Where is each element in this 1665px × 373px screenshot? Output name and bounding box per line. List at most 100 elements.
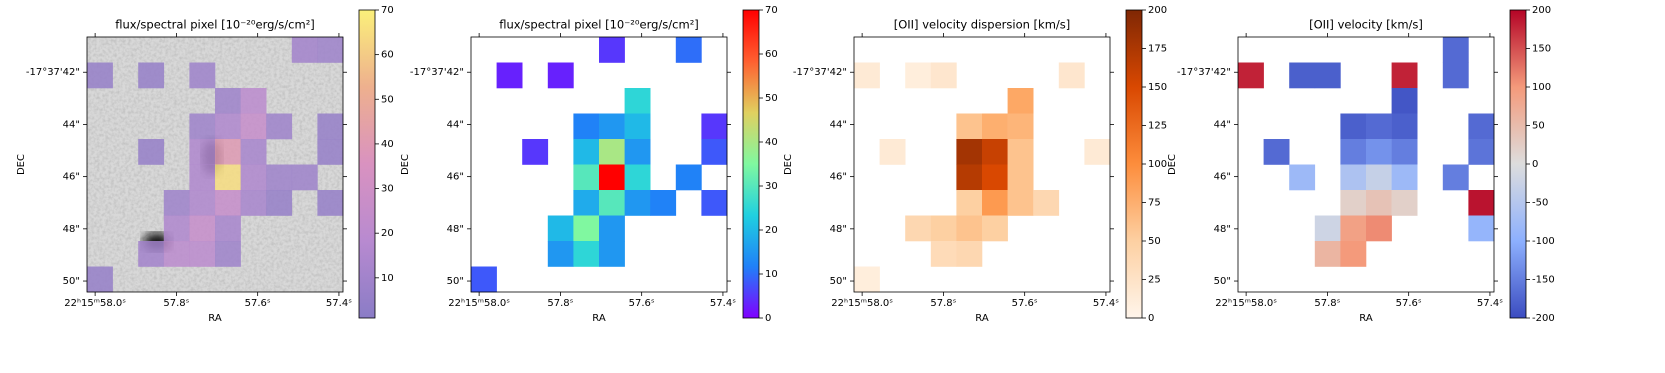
pixel [1391,88,1418,114]
pixel [599,113,625,140]
pixel [240,164,267,191]
pixel [547,215,574,242]
pixel [1314,241,1341,267]
pixel [956,139,983,165]
x-tick-label: 22ʰ15ᵐ58.0ˢ [64,298,126,309]
pixel [1033,190,1060,216]
x-axis-label: RA [975,313,989,324]
colorbar-tick-label: 40 [381,139,394,150]
pixel [317,139,344,165]
pixel [1468,215,1495,242]
pixel [624,164,651,191]
x-tick-label: 57.6ˢ [245,298,271,309]
x-tick-label: 22ʰ15ᵐ58.0ˢ [1215,298,1277,309]
pixel [496,62,523,89]
pixel [879,139,906,165]
pixel [599,139,625,165]
pixel [1366,113,1392,140]
pixel [1007,88,1034,114]
colorbar-tick-label: 50 [381,94,394,105]
colorbar-tick-label: 50 [765,93,778,104]
pixel [1468,113,1495,140]
y-tick-label: 46" [447,172,464,183]
pixel [1391,190,1418,216]
x-tick-label: 57.4ˢ [710,298,736,309]
x-tick-label: 22ʰ15ᵐ58.0ˢ [831,298,893,309]
pixel [1468,190,1495,216]
pixel [163,215,190,242]
pixel [1340,215,1367,242]
pixel [215,139,241,165]
colorbar-tick-label: 10 [765,269,778,280]
pixel [930,62,957,89]
pixel [189,190,216,216]
pixel [547,241,574,267]
pixel [956,113,983,140]
pixel [982,139,1008,165]
pixel [1084,139,1111,165]
pixel [215,88,241,114]
colorbar-tick-label: 70 [765,5,778,16]
x-tick-label: 57.8ˢ [930,298,956,309]
colorbar-tick-label: 200 [1532,5,1551,16]
pixel [1314,62,1341,89]
colorbar-tick-label: 10 [381,273,394,284]
pixel [701,190,728,216]
pixel [1263,139,1290,165]
pixel [266,113,293,140]
pixel [189,164,216,191]
y-tick-label: 46" [63,172,80,183]
pixel [1314,215,1341,242]
y-tick-label: 48" [830,224,847,235]
axes-frame [853,36,1111,293]
colorbar-tick-label: 100 [1532,82,1551,93]
axes-frame [1237,36,1495,293]
pixel [291,37,318,63]
pixel [599,241,625,267]
pixel [905,215,932,242]
pixel [189,62,216,89]
pixel [163,241,190,267]
colorbar [742,9,760,319]
chart-title: flux/spectral pixel [10⁻²⁰erg/s/cm²] [499,18,699,32]
pixel [1468,139,1495,165]
pixel [624,139,651,165]
pixel [1007,190,1034,216]
x-tick-label: 57.6ˢ [629,298,655,309]
x-axis-label: RA [592,313,606,324]
pixel [1442,164,1469,191]
y-tick-label: 48" [63,224,80,235]
x-axis-label: RA [1359,313,1373,324]
pixel [1366,190,1392,216]
colorbar-tick-label: 30 [381,184,394,195]
y-tick-label: -17°37'42" [1177,67,1231,78]
pixel [624,190,651,216]
pixel [240,139,267,165]
pixel [956,215,983,242]
x-tick-label: 57.4ˢ [1477,298,1503,309]
pixel [138,62,165,89]
colorbar-tick-label: 0 [1148,313,1154,324]
x-tick-label: 57.6ˢ [1396,298,1422,309]
pixel [87,62,113,89]
pixel [599,215,625,242]
pixel [573,241,600,267]
pixel [547,62,574,89]
colorbar-tick-label: -100 [1532,236,1555,247]
y-tick-label: 44" [1214,119,1231,130]
colorbar-tick-label: 70 [381,5,394,16]
pixel [956,190,983,216]
axes-frame [86,36,344,293]
pixel [675,37,702,63]
pixel [982,190,1008,216]
pixel [215,164,241,191]
pixel [573,164,600,191]
y-tick-label: 44" [447,119,464,130]
pixel [1366,164,1392,191]
y-tick-label: -17°37'42" [410,67,464,78]
y-tick-label: 44" [830,119,847,130]
pixel [1442,37,1469,63]
pixel [1007,113,1034,140]
colorbar-tick-label: 40 [765,137,778,148]
pixel [1442,62,1469,89]
